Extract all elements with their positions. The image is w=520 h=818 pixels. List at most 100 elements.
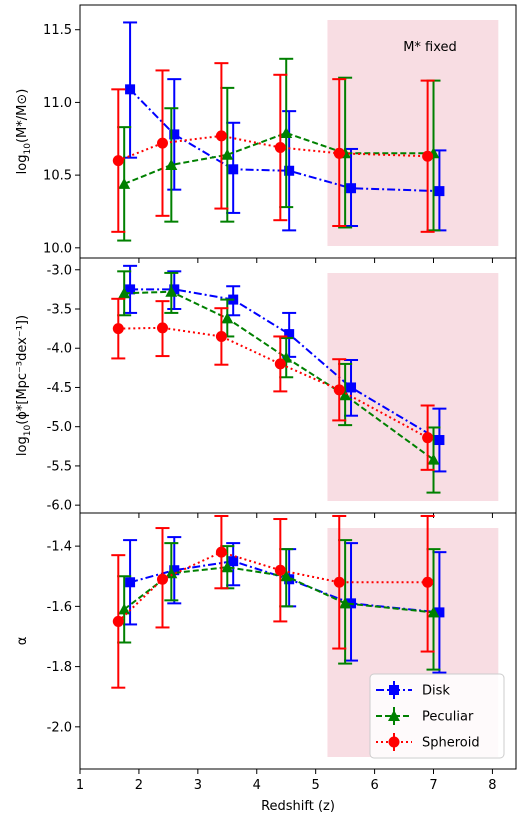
y-tick-label: 10.0 [43, 241, 72, 256]
data-point [434, 435, 445, 446]
y-tick-label: -2.0 [47, 720, 72, 735]
data-point [422, 576, 434, 588]
panel-stellar-mass: 10.0 10.5 11.0 11.5 log10(M*/M⊙) M* fixed [15, 4, 517, 263]
data-point [125, 577, 136, 588]
x-tick-label: 3 [194, 778, 202, 793]
series-peculiar [117, 539, 441, 671]
data-point [427, 453, 440, 465]
annotation-text: M* fixed [403, 40, 457, 55]
data-point [165, 285, 178, 297]
x-tick-label: 4 [253, 778, 261, 793]
legend-marker [388, 710, 400, 721]
y-tick-label: 10.5 [43, 169, 72, 184]
data-point [165, 567, 178, 579]
y-tick-label: -1.8 [47, 660, 72, 675]
data-point [284, 329, 295, 340]
series-line [129, 88, 440, 193]
legend-entry-peculiar: Peculiar [376, 707, 474, 725]
x-tick-label: 6 [370, 778, 378, 793]
y-axis-label: log10(M*/M⊙) [15, 89, 33, 175]
data-point [339, 389, 352, 401]
panel-phi-star: -6.0 -5.5 -5.0 -4.5 -4.0 -3.5 -3.0 log10(ϕ*[Mpc… [15, 257, 517, 518]
y-tick-label: -5.0 [47, 420, 72, 435]
x-tick-label: 1 [76, 778, 84, 793]
data-point [228, 556, 239, 567]
x-tick-label: 2 [135, 778, 143, 793]
data-point [228, 164, 239, 175]
data-point [274, 141, 286, 153]
legend-label: Spheroid [422, 736, 480, 751]
data-point [112, 155, 124, 167]
series-spheroid [111, 297, 435, 471]
shaded-region [327, 20, 499, 246]
data-point [112, 615, 124, 627]
data-point [274, 564, 286, 576]
legend-marker [388, 736, 400, 748]
legend-label: Peculiar [422, 710, 474, 725]
y-tick-label: -3.0 [47, 263, 72, 278]
data-point [118, 287, 131, 299]
data-point [125, 84, 136, 95]
data-point [422, 150, 434, 162]
data-point [280, 570, 293, 582]
data-point [346, 183, 357, 194]
legend-entry-disk: Disk [376, 681, 450, 699]
x-axis: 1 2 3 4 5 6 7 8 Redshift (z) [76, 778, 497, 814]
data-point [156, 322, 168, 334]
data-point [169, 129, 180, 140]
data-point [118, 603, 131, 615]
y-tick-label: -1.6 [47, 600, 72, 615]
y-tick-label: -6.0 [47, 499, 72, 514]
data-point [221, 312, 234, 324]
legend-entry-spheroid: Spheroid [376, 733, 480, 751]
data-point [118, 177, 131, 189]
y-tick-label: 11.0 [43, 96, 72, 111]
data-point [333, 147, 345, 159]
y-tick-label: -4.0 [47, 342, 72, 357]
data-point [156, 573, 168, 585]
series-spheroid [111, 515, 435, 689]
data-point [346, 382, 357, 393]
data-point [434, 186, 445, 197]
y-tick-label: -3.5 [47, 303, 72, 318]
y-axis-label: log10(ϕ*[Mpc⁻³dex⁻¹]) [15, 315, 33, 456]
series-line [117, 551, 428, 623]
data-point [333, 384, 345, 396]
y-tick-label: -4.5 [47, 381, 72, 396]
legend-label: Disk [422, 684, 450, 699]
y-tick-label: -1.4 [47, 540, 72, 555]
series-disk [123, 21, 447, 232]
data-point [339, 597, 352, 609]
data-point [112, 323, 124, 335]
legend-box [369, 673, 505, 759]
data-point [427, 606, 440, 618]
series-spheroid [111, 62, 435, 233]
data-point [274, 358, 286, 370]
data-point [215, 330, 227, 342]
data-point [165, 158, 178, 170]
legend: Disk Peculiar Spheroid [369, 673, 505, 759]
x-tick-label: 5 [312, 778, 320, 793]
x-tick-label: 8 [488, 778, 496, 793]
y-axis-label: α [15, 637, 30, 646]
data-point [215, 130, 227, 142]
y-tick-label: 11.5 [43, 23, 72, 38]
x-axis-label: Redshift (z) [261, 799, 335, 814]
series-line [124, 290, 435, 461]
panel-frame [79, 512, 517, 770]
x-tick-label: 7 [429, 778, 437, 793]
series-peculiar [117, 57, 441, 242]
legend-marker [389, 685, 399, 695]
data-point [156, 137, 168, 149]
series-line [130, 288, 440, 441]
data-point [125, 284, 136, 295]
data-point [280, 126, 293, 138]
series-line [129, 560, 440, 614]
data-point [434, 607, 445, 618]
series-line [117, 134, 428, 162]
data-point [284, 165, 295, 176]
data-point [422, 432, 434, 444]
series-line [118, 326, 429, 439]
data-point [169, 284, 180, 295]
